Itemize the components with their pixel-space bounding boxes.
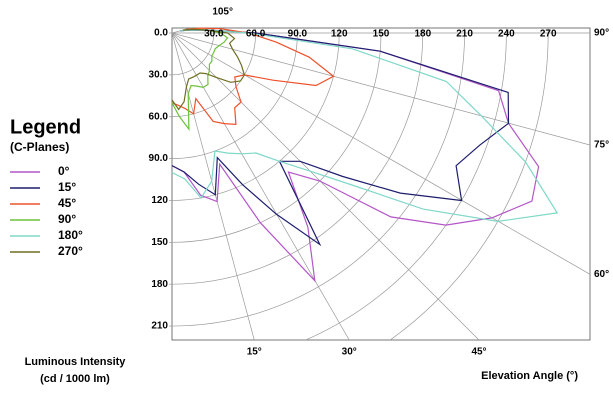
angle-line (172, 32, 350, 340)
legend-label: 0° (58, 164, 70, 178)
legend-label: 270° (58, 244, 83, 258)
legend-label: 180° (58, 228, 83, 242)
legend-subtitle: (C-Planes) (10, 140, 69, 154)
angle-line (172, 32, 480, 340)
angle-label: 75° (594, 140, 609, 151)
y-tick-label: 30.0 (149, 70, 169, 81)
grid-ring (389, 28, 549, 340)
angle-label: 15° (247, 347, 262, 358)
series-line (171, 28, 229, 132)
y-axis-title: (cd / 1000 lm) (40, 373, 110, 385)
y-tick-label: 180 (151, 279, 168, 290)
series-line (171, 28, 246, 111)
curves (171, 27, 559, 283)
y-tick-label: 60.0 (149, 111, 169, 122)
legend-label: 15° (58, 180, 76, 194)
plot-frame (171, 27, 591, 341)
x-tick-label: 30.0 (204, 29, 224, 40)
y-tick-label: 150 (151, 237, 168, 248)
y-tick-label: 210 (151, 321, 168, 332)
x-tick-label: 150 (373, 29, 390, 40)
y-tick-label: 120 (151, 195, 168, 206)
legend-label: 90° (58, 212, 76, 226)
x-tick-label: 90.0 (288, 29, 308, 40)
series-line (171, 29, 559, 223)
x-tick-label: 210 (456, 29, 473, 40)
series-line (171, 29, 510, 247)
angle-line (172, 32, 255, 340)
angle-label: 105° (212, 7, 233, 18)
legend-label: 45° (58, 196, 76, 210)
grid (172, 28, 590, 340)
angle-label: 90° (594, 28, 609, 39)
x-tick-label: 120 (331, 29, 348, 40)
angle-label: 30° (342, 347, 357, 358)
angle-label: 45° (471, 347, 486, 358)
y-tick-label: 90.0 (149, 153, 169, 164)
angle-line (172, 32, 590, 275)
x-tick-label: 180 (414, 29, 431, 40)
legend-title: Legend (10, 116, 81, 138)
x-tick-label: 60.0 (246, 29, 266, 40)
x-tick-label: 270 (540, 29, 557, 40)
y-axis-title: Luminous Intensity (25, 356, 127, 368)
angle-label: 60° (594, 269, 609, 280)
y-tick-label: 0.0 (154, 28, 168, 39)
angle-line (172, 32, 590, 146)
x-axis-title: Elevation Angle (°) (481, 370, 578, 382)
x-tick-label: 240 (498, 29, 515, 40)
